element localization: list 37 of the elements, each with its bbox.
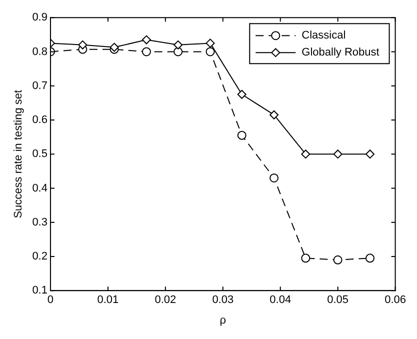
x-axis-title: ρ xyxy=(220,314,226,326)
point xyxy=(237,130,246,140)
x-tick-label: 0.04 xyxy=(270,294,292,306)
point xyxy=(270,110,279,120)
y-tick-label: 0.5 xyxy=(32,148,48,160)
point xyxy=(270,173,279,182)
y-tick-label: 0.2 xyxy=(32,250,48,263)
point xyxy=(301,150,310,159)
point xyxy=(301,254,310,263)
y-tick-label: 0.8 xyxy=(32,46,48,58)
y-axis-title: Success rate in testing set xyxy=(12,90,25,218)
point xyxy=(366,150,375,159)
point xyxy=(206,47,215,56)
y-tick-label: 0.9 xyxy=(32,12,48,24)
y-tick-label: 0.3 xyxy=(32,216,48,228)
x-tick-label: 0.05 xyxy=(327,294,349,306)
legend-label: Classical xyxy=(302,30,346,42)
point xyxy=(333,255,342,264)
y-tick-label: 0.4 xyxy=(32,182,48,194)
x-tick-label: 0.06 xyxy=(384,294,406,306)
x-tick-label: 0.01 xyxy=(97,294,119,306)
x-tick-label: 0.03 xyxy=(212,294,234,306)
x-tick-label: 0.02 xyxy=(154,294,176,306)
y-tick-label: 0.1 xyxy=(32,284,48,297)
y-tick-label: 0.7 xyxy=(32,80,48,92)
x-tick-label: 0 xyxy=(47,294,54,306)
point xyxy=(174,47,183,56)
point xyxy=(174,40,183,50)
point xyxy=(333,150,342,159)
point xyxy=(78,40,88,50)
point xyxy=(142,35,151,44)
point xyxy=(366,254,375,263)
y-tick-label: 0.6 xyxy=(32,114,48,126)
point xyxy=(237,90,246,99)
point xyxy=(206,38,215,48)
legend-label: Globally Robust xyxy=(302,46,380,59)
point xyxy=(142,47,151,56)
